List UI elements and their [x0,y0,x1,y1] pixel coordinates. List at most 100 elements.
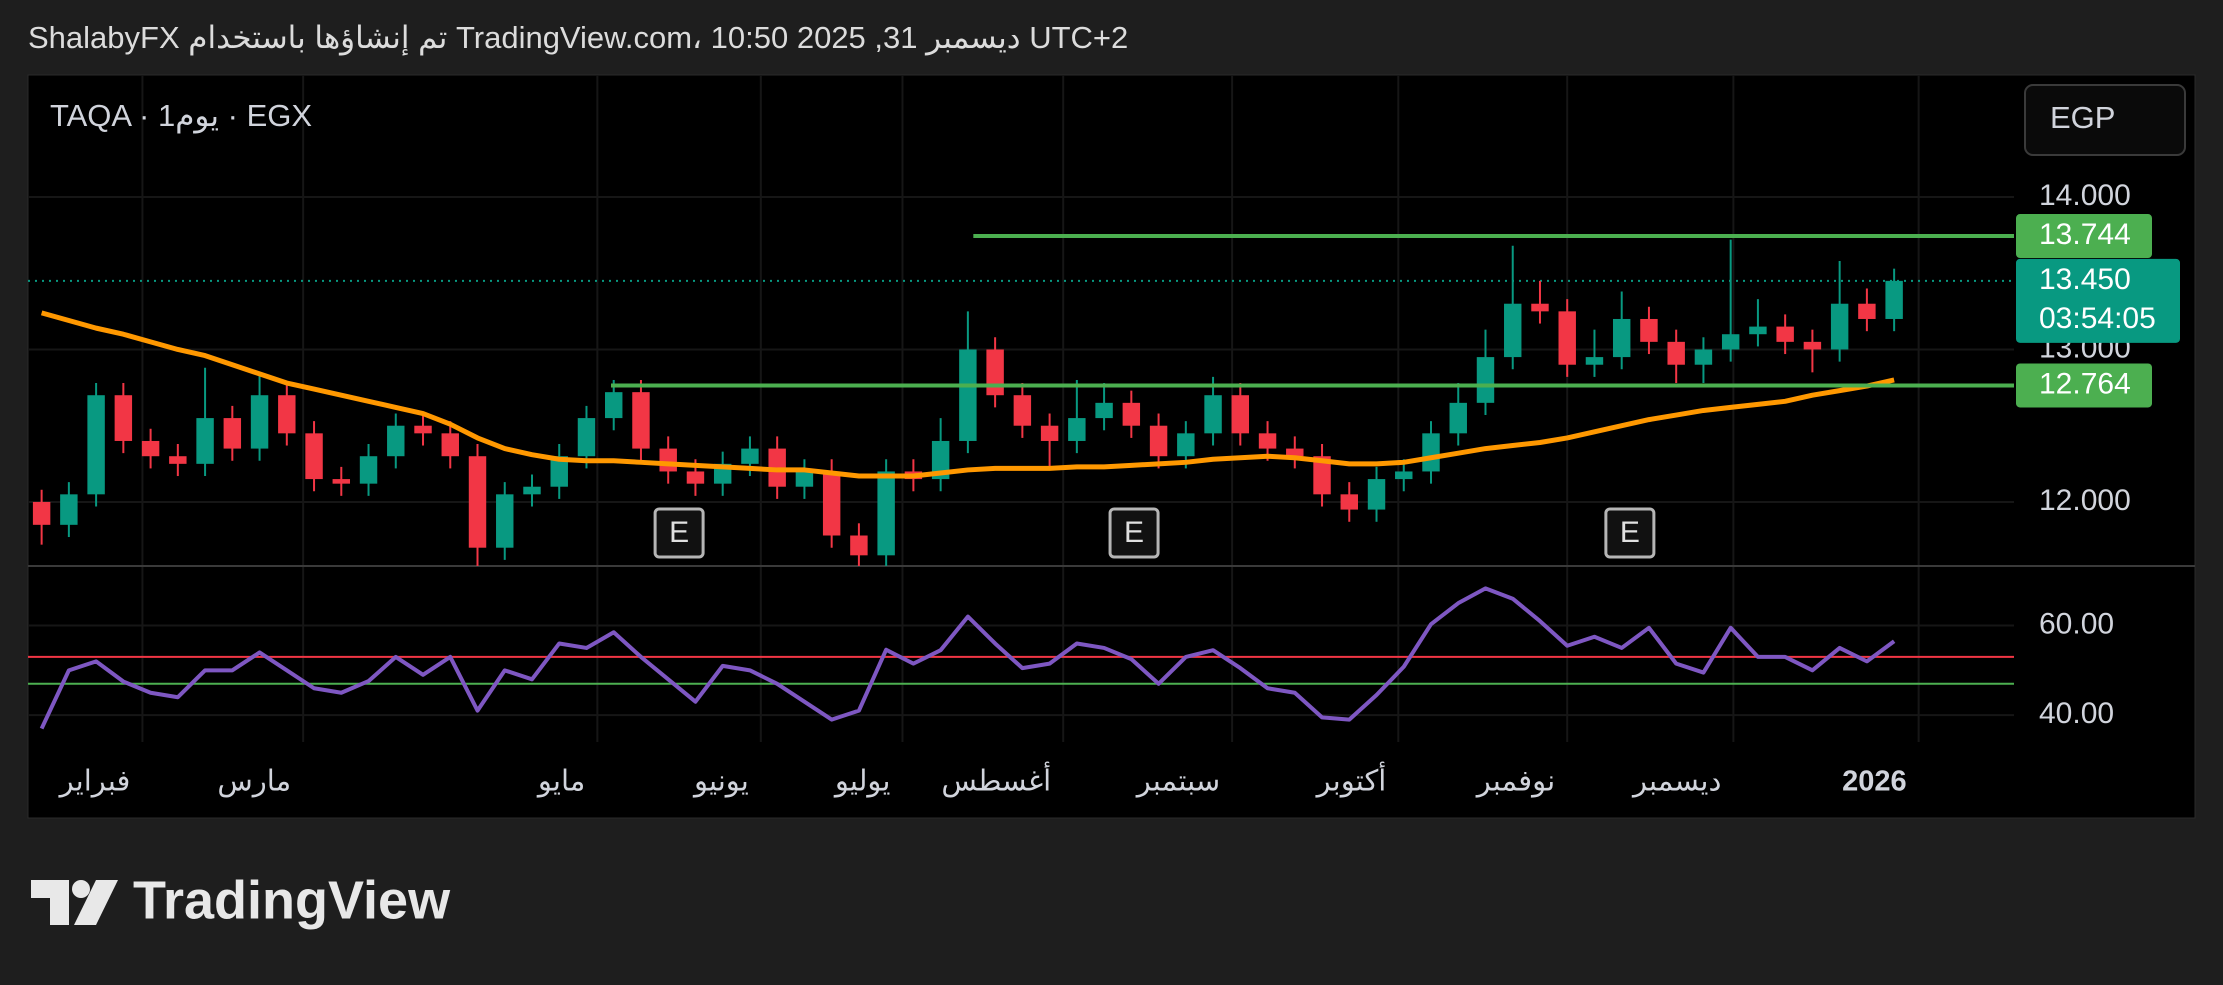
rsi-line [39,586,1896,730]
earnings-label: E [1620,516,1640,549]
x-tick-label: 2026 [1842,766,1907,798]
candle-body [223,418,242,449]
axes: فبراير مارس مايو يونيو يوليو أغسطس سبتمبر أكتوب… [58,179,2180,798]
current-price-label: 13.450 [2039,263,2131,296]
logo-shape [72,880,90,898]
moving-average [40,310,1895,479]
candle-body [1367,479,1386,510]
candle-body [141,440,160,457]
candle-body [1422,433,1440,472]
candle-body [1612,318,1631,358]
candle-body [1504,303,1522,358]
level-label-box [2016,363,2152,408]
candle-body [1395,471,1413,480]
candle-body [196,418,214,464]
candle-body [32,501,51,525]
y-tick-label: 12.000 [2039,484,2131,517]
rsi-pane [28,586,2014,730]
candle-body [169,456,187,464]
level-label-box [2016,214,2152,259]
x-tick-label: نوفمبر [1475,766,1555,798]
candle-body [959,349,977,441]
y-tick-label: 14.000 [2039,179,2131,212]
level-label: 13.744 [2039,218,2131,251]
candle-body [1204,395,1222,434]
currency-label[interactable]: EGP [2050,100,2115,135]
x-tick-label: مايو [536,766,585,798]
x-tick-label: أغسطس [941,761,1051,798]
candle-body [1286,448,1304,457]
candle-body [468,456,487,548]
candle-body [496,494,514,548]
earnings-marker [1604,507,1656,559]
candle-body [60,494,78,525]
candle-body [87,395,105,495]
candle-body [1313,456,1331,495]
candle-body [1858,303,1876,319]
candle-body [1122,402,1141,426]
candle-body [1694,349,1713,365]
candle-body [1803,341,1822,350]
candle-body [659,448,677,472]
x-tick-label: أكتوبر [1315,761,1387,798]
logo-shape [31,880,69,925]
x-tick-label: مارس [217,766,291,798]
candle-body [414,425,432,434]
logo-text: TradingView [133,870,451,930]
currency-button[interactable] [2024,84,2186,156]
earnings-marker [1108,507,1160,559]
candle-body [441,433,459,457]
chart-frame [27,74,2196,819]
current-price-box [2016,258,2180,343]
candle-body [1231,395,1250,434]
candle-body [1776,326,1794,342]
candle-body [741,448,759,464]
candle-body [523,486,541,495]
candle-body [550,456,568,487]
candle-body [1885,280,1903,319]
symbol-label: TAQA · 1يوم · EGX [50,98,312,134]
candle-body [686,471,705,484]
x-tick-label: ديسمبر [1631,766,1721,798]
candle-body [1721,334,1740,350]
x-tick-label: يوليو [833,766,891,798]
candle-body [1531,303,1549,312]
candle-body [1640,318,1658,342]
candle-body [795,471,814,487]
candle-body [1830,303,1849,350]
countdown-label: 03:54:05 [2039,302,2156,335]
candle-body [1749,326,1767,335]
earnings-label: E [669,516,689,549]
candle-body [1149,425,1168,457]
candle-body [1095,402,1113,419]
candle-body [332,479,351,484]
candle-body [1449,402,1467,434]
caption: ShalabyFX تم إنشاؤها باستخدام TradingVie… [28,20,1129,55]
x-tick-label: سبتمبر [1135,766,1220,798]
candle-body [278,395,296,434]
candle-body [1585,357,1604,365]
candle-body [1040,425,1059,441]
candle-body [986,349,1004,396]
candle-body [1177,433,1195,457]
candle-body [1340,494,1358,510]
candle-body [1558,311,1576,365]
candle-body [114,395,133,441]
candle-body [387,425,405,457]
candle-body [577,418,596,457]
candle-body [632,392,650,449]
earnings-marker [653,507,705,559]
candle-body [250,395,269,449]
earnings-label: E [1124,516,1144,549]
candle-body [1068,418,1086,441]
candle-body [1476,357,1495,403]
y-tick-label: 60.00 [2039,607,2114,640]
y-tick-label: 40.00 [2039,697,2114,730]
x-tick-label: يونيو [692,766,749,798]
candle-body [1013,395,1032,426]
x-tick-label: فبراير [58,766,131,798]
candle-body [877,471,895,556]
